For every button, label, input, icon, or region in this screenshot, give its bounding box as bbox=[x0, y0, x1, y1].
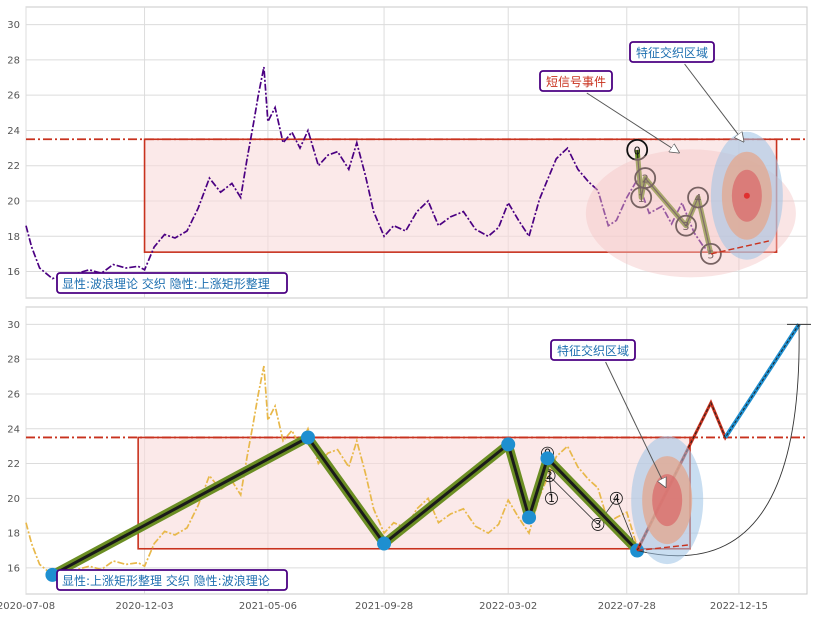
zigzag-pivot bbox=[377, 536, 392, 551]
y-tick-label: 24 bbox=[7, 424, 20, 435]
y-tick-label: 28 bbox=[7, 355, 20, 366]
y-tick-label: 30 bbox=[7, 20, 20, 31]
zone-inner bbox=[652, 474, 683, 527]
annotation-text: 短信号事件 bbox=[546, 75, 606, 89]
annotation-box bbox=[629, 41, 715, 63]
wave-label: 2 bbox=[642, 173, 649, 186]
wave-label: 4 bbox=[695, 192, 702, 205]
x-tick-label: 2022-07-28 bbox=[598, 601, 656, 612]
wave-path-thin bbox=[547, 453, 638, 551]
wave-label: 0 bbox=[634, 144, 641, 157]
wave-marker bbox=[591, 518, 605, 531]
y-tick-label: 18 bbox=[7, 529, 20, 540]
wave-marker bbox=[687, 186, 709, 209]
annotation-arrow bbox=[684, 63, 743, 141]
zone-center bbox=[743, 192, 750, 199]
zigzag-pivot bbox=[501, 437, 516, 452]
legend-text: 显性:上涨矩形整理 交织 隐性:波浪理论 bbox=[62, 573, 270, 588]
zigzag-pivot bbox=[300, 430, 315, 445]
wave-marker bbox=[609, 491, 623, 505]
y-tick-label: 26 bbox=[7, 91, 20, 102]
zigzag-pivot bbox=[45, 567, 60, 582]
legend-box bbox=[56, 272, 288, 294]
y-tick-label: 22 bbox=[7, 161, 20, 172]
y-tick-label: 24 bbox=[7, 126, 20, 137]
legend-box bbox=[56, 569, 288, 591]
y-tick-label: 18 bbox=[7, 232, 20, 243]
y-tick-label: 16 bbox=[7, 563, 20, 574]
annotation-arrow bbox=[605, 361, 666, 486]
wave-label: 2 bbox=[546, 469, 553, 482]
y-tick-label: 26 bbox=[7, 389, 20, 400]
wave-marker bbox=[675, 214, 697, 237]
wave-marker bbox=[634, 167, 657, 189]
x-tick-label: 2020-12-03 bbox=[115, 601, 173, 612]
annotation-box bbox=[539, 70, 613, 92]
x-tick-label: 2022-12-15 bbox=[710, 601, 768, 612]
x-tick-label: 2021-05-06 bbox=[239, 601, 297, 612]
zigzag-pivot bbox=[522, 510, 537, 525]
consolidation-rect bbox=[137, 436, 691, 550]
wave-label: 3 bbox=[683, 220, 690, 233]
zigzag-pivot bbox=[540, 451, 555, 466]
y-tick-label: 28 bbox=[7, 55, 20, 66]
wave-marker bbox=[699, 243, 722, 265]
wave-label: 1 bbox=[638, 192, 645, 205]
price-series bbox=[25, 66, 712, 280]
wave-label: 3 bbox=[594, 518, 601, 531]
wave-marker bbox=[545, 491, 558, 505]
x-tick-label: 2020-07-08 bbox=[0, 601, 55, 612]
legend-text: 显性:波浪理论 交织 隐性:上涨矩形整理 bbox=[62, 276, 270, 291]
zone-trend bbox=[710, 240, 770, 255]
wave-label: 1 bbox=[548, 492, 555, 505]
annotation-text: 特征交织区域 bbox=[557, 343, 629, 358]
y-tick-label: 30 bbox=[7, 320, 20, 331]
x-tick-label: 2021-09-28 bbox=[355, 601, 413, 612]
annotation-arrow bbox=[586, 92, 678, 152]
annotation-text: 特征交织区域 bbox=[636, 45, 708, 60]
panel-top: 16 18 20 22 24 26 28 30 0 1 2 3 4 5 显性:波浪理论 交织 隐性:上涨矩形… bbox=[7, 6, 808, 299]
y-tick-label: 22 bbox=[7, 459, 20, 470]
x-tick-label: 2022-03-02 bbox=[479, 601, 537, 612]
wave-label: 5 bbox=[707, 248, 714, 261]
y-tick-label: 20 bbox=[7, 494, 20, 505]
annotation-box bbox=[550, 339, 636, 361]
y-tick-label: 20 bbox=[7, 197, 20, 208]
wave-label: 4 bbox=[613, 492, 620, 505]
y-tick-label: 16 bbox=[7, 267, 20, 278]
wave-marker bbox=[626, 138, 649, 161]
